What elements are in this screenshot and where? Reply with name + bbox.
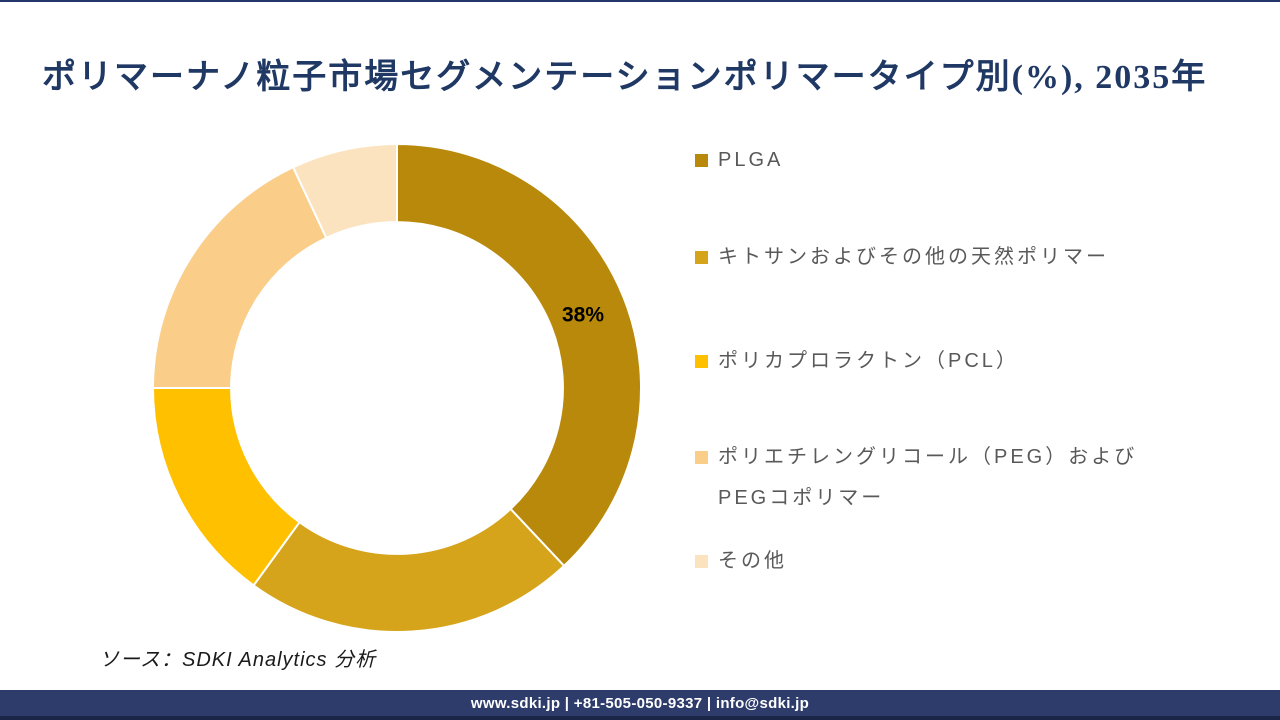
- legend-label: ポリエチレングリコール（PEG）およびPEGコポリマー: [718, 446, 1138, 509]
- legend-item-pcl: ポリカプロラクトン（PCL）: [695, 341, 1188, 382]
- page-title: ポリマーナノ粒子市場セグメンテーションポリマータイプ別(%), 2035年: [42, 58, 1208, 96]
- footer-contact-text: www.sdki.jp | +81-505-050-9337 | info@sd…: [470, 694, 810, 712]
- legend-label: その他: [718, 550, 787, 572]
- donut-segment-0: [396, 142, 642, 568]
- source-note: ソース：SDKI Analytics 分析: [99, 649, 377, 671]
- donut-segment-1: [252, 507, 566, 633]
- donut-chart: 38%: [151, 142, 642, 633]
- legend-item-others: その他: [695, 541, 1188, 582]
- legend-swatch-icon: [695, 555, 708, 568]
- footer-bar: www.sdki.jp | +81-505-050-9337 | info@sd…: [0, 690, 1280, 720]
- chart-legend: PLGA キトサンおよびその他の天然ポリマー ポリカプロラクトン（PCL） ポリ…: [695, 0, 1215, 680]
- donut-segment-3: [151, 165, 328, 389]
- legend-swatch-icon: [695, 451, 708, 464]
- legend-label: キトサンおよびその他の天然ポリマー: [718, 246, 1109, 268]
- donut-segment-4: [291, 142, 398, 240]
- data-label-segment-0: 38%: [562, 303, 604, 326]
- legend-swatch-icon: [695, 355, 708, 368]
- legend-label: ポリカプロラクトン（PCL）: [718, 350, 1019, 372]
- legend-item-peg: ポリエチレングリコール（PEG）およびPEGコポリマー: [695, 437, 1188, 519]
- legend-item-plga: PLGA: [695, 140, 1188, 181]
- donut-chart-svg: 38%: [151, 142, 642, 633]
- legend-label: PLGA: [718, 149, 784, 171]
- legend-swatch-icon: [695, 154, 708, 167]
- legend-swatch-icon: [695, 251, 708, 264]
- top-border-line: [0, 0, 1280, 2]
- legend-item-chitosan: キトサンおよびその他の天然ポリマー: [695, 237, 1188, 278]
